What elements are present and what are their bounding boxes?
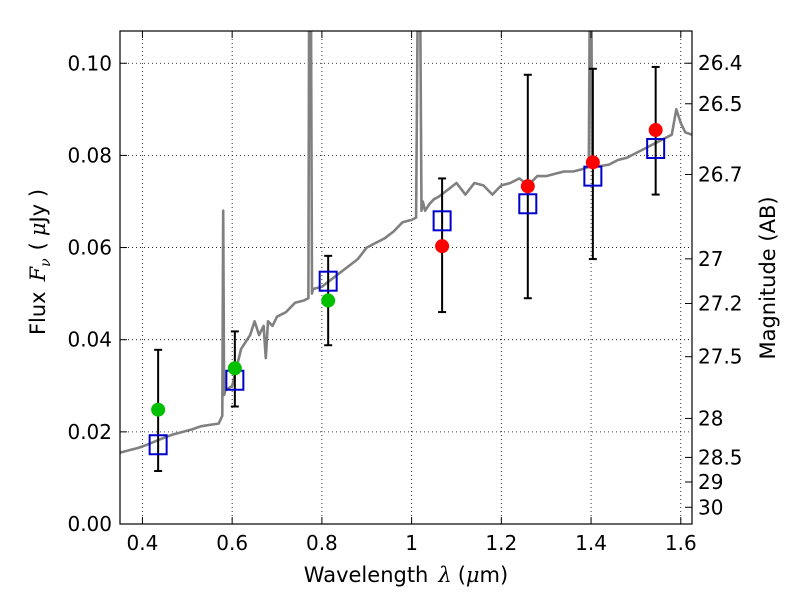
y-axis-label-unit-mu: μ [26, 222, 50, 236]
observed-marker-1-0 [151, 402, 166, 417]
observed-marker-2-2 [585, 155, 600, 170]
x-axis-label-symbol: λ [437, 563, 451, 587]
mag-tick-label-8: 29 [698, 470, 723, 494]
x-tick-label-2: 0.8 [306, 531, 338, 555]
observed-marker-2-1 [520, 179, 535, 194]
y-tick-label-1: 0.02 [67, 420, 112, 444]
y-axis-label-text: Flux [26, 291, 50, 335]
x-tick-label-1: 0.6 [216, 531, 248, 555]
observed-marker-2-3 [648, 123, 663, 138]
observed-marker-1-1 [227, 361, 242, 376]
observed-marker-1-2 [321, 293, 336, 308]
observed-marker-2-0 [435, 239, 450, 254]
x-tick-label-0: 0.4 [127, 531, 159, 555]
y-tick-label-0: 0.00 [67, 512, 112, 536]
plot-frame [119, 30, 693, 525]
x-axis-label-unit-rest: m) [480, 563, 509, 587]
mag-tick-label-1: 26.5 [698, 92, 743, 116]
right-axis-label: Magnitude (AB) [756, 196, 780, 359]
mag-tick-label-2: 26.7 [698, 162, 743, 186]
y-axis-label-unit-open: ( [26, 242, 50, 250]
mag-tick-label-5: 27.5 [698, 345, 743, 369]
mag-tick-label-3: 27 [698, 247, 723, 271]
x-axis-label-text: Wavelength [304, 563, 429, 587]
plot-area [120, 31, 692, 473]
mag-tick-label-7: 28.5 [698, 445, 743, 469]
model-spectrum-line [120, 31, 692, 454]
y-tick-label-4: 0.08 [67, 143, 112, 167]
model-flux-marker-3 [432, 210, 452, 232]
x-tick-label-3: 1 [405, 531, 418, 555]
model-flux-marker-6 [646, 137, 666, 159]
mag-tick-label-6: 28 [698, 406, 723, 430]
mag-tick-label-0: 26.4 [698, 51, 743, 75]
model-flux-marker-2 [318, 270, 338, 292]
x-axis-label-unit-mu: μ [466, 563, 480, 587]
y-axis-label-symbol: F [26, 265, 50, 282]
axes: 0.4 0.6 0.8 1 1.2 1.4 1.6 0.00 0.02 0.04 0.06 0.08 0… [67, 31, 743, 555]
x-tick-label-5: 1.4 [575, 531, 607, 555]
x-axis-label-unit-open: ( [458, 563, 466, 587]
x-tick-label-6: 1.6 [665, 531, 697, 555]
model-flux-marker-0 [148, 434, 168, 456]
y-tick-label-3: 0.06 [67, 236, 112, 260]
x-axis-label: Wavelength λ (μm) [304, 563, 508, 587]
model-flux-marker-4 [518, 193, 538, 215]
mag-tick-label-9: 30 [698, 495, 723, 519]
y-tick-label-2: 0.04 [67, 328, 112, 352]
x-tick-label-4: 1.2 [485, 531, 517, 555]
y-axis-label-subscript: ν [38, 258, 54, 267]
y-axis-label-unit-rest: Jy ) [26, 189, 50, 225]
y-tick-label-5: 0.10 [67, 51, 112, 75]
y-axis-label: Flux Fν ( μJy ) [26, 189, 54, 335]
mag-tick-label-4: 27.2 [698, 291, 743, 315]
